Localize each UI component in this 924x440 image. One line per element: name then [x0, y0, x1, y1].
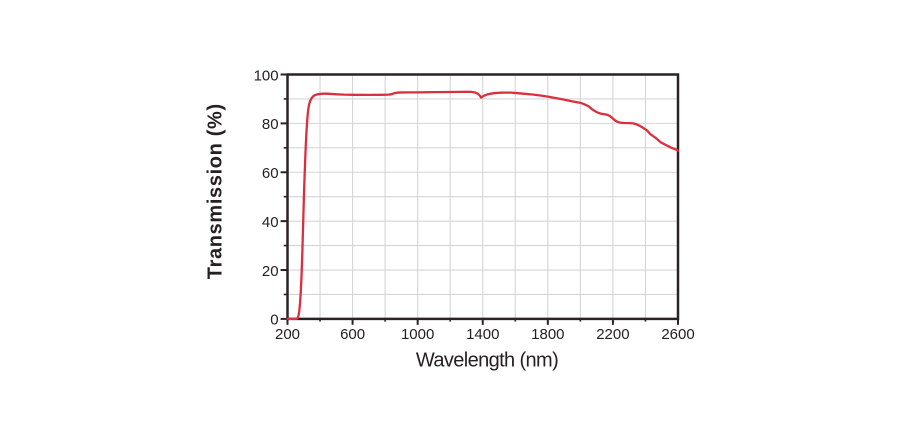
- svg-text:20: 20: [262, 263, 279, 280]
- svg-text:60: 60: [262, 165, 279, 182]
- svg-text:100: 100: [254, 67, 279, 84]
- svg-text:Wavelength (nm): Wavelength (nm): [416, 350, 558, 372]
- svg-text:0: 0: [270, 312, 278, 329]
- svg-text:600: 600: [340, 326, 365, 343]
- svg-text:40: 40: [262, 214, 279, 231]
- svg-text:2600: 2600: [661, 326, 694, 343]
- svg-text:80: 80: [262, 116, 279, 133]
- svg-text:200: 200: [275, 326, 300, 343]
- svg-text:1800: 1800: [531, 326, 564, 343]
- svg-text:1000: 1000: [401, 326, 434, 343]
- svg-text:2200: 2200: [596, 326, 629, 343]
- svg-text:1400: 1400: [466, 326, 499, 343]
- svg-text:Transmission (%): Transmission (%): [204, 103, 226, 279]
